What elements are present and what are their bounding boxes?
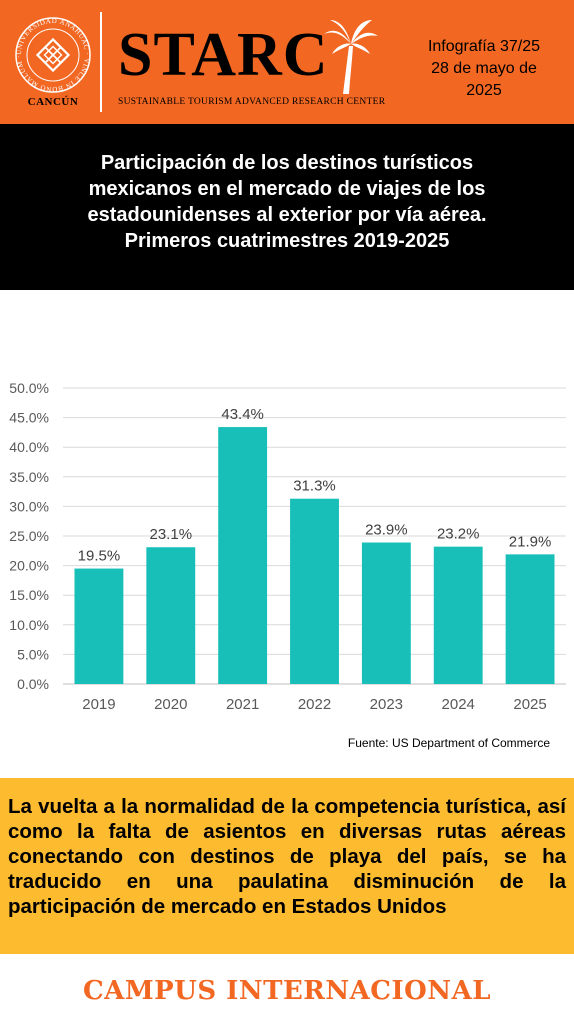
x-tick-label-2025: 2025 <box>513 696 546 713</box>
data-label-2023: 23.9% <box>365 522 408 539</box>
bar-2019 <box>74 568 124 684</box>
header-divider <box>100 12 102 112</box>
data-label-2021: 43.4% <box>221 406 264 423</box>
bar-chart: 0.0% 5.0% 10.0% 15.0% 20.0% 25.0% 30.0% 35.0% 40… <box>9 380 566 713</box>
bar-2020 <box>146 547 196 684</box>
header-band <box>0 0 574 124</box>
source-note: Fuente: US Department of Commerce <box>347 736 550 750</box>
title-line-3: estadounidenses al exterior por vía aére… <box>87 204 487 226</box>
y-tick-label: 5.0% <box>17 646 49 662</box>
y-tick-label: 35.0% <box>9 469 49 485</box>
infographic-date-line2: 2025 <box>466 82 502 99</box>
y-tick-label: 40.0% <box>9 439 49 455</box>
campus-label: CAMPUS INTERNACIONAL <box>82 976 492 1006</box>
y-tick-label: 25.0% <box>9 528 49 544</box>
data-label-2020: 23.1% <box>150 526 193 543</box>
infographic-info: Infografía 37/25 28 de mayo de 2025 <box>398 36 570 102</box>
y-tick-label: 20.0% <box>9 558 49 574</box>
data-label-2025: 21.9% <box>509 533 552 550</box>
data-label-2024: 23.2% <box>437 526 480 543</box>
x-tick-label-2024: 2024 <box>442 696 475 713</box>
bar-2024 <box>433 546 483 684</box>
infographic-number: Infografía 37/25 <box>427 38 541 55</box>
x-tick-label-2022: 2022 <box>298 696 331 713</box>
y-tick-label: 45.0% <box>9 410 49 426</box>
x-tick-label-2019: 2019 <box>82 696 115 713</box>
message-band <box>0 778 574 954</box>
title-line-2: mexicanos en el mercado de viajes de los <box>88 178 486 200</box>
x-tick-label-2023: 2023 <box>370 696 403 713</box>
title-line-1: Participación de los destinos turísticos <box>100 152 474 174</box>
y-tick-label: 0.0% <box>17 676 49 692</box>
message-text: La vuelta a la normalidad de la competen… <box>8 795 566 918</box>
x-tick-label-2020: 2020 <box>154 696 187 713</box>
x-tick-label-2021: 2021 <box>226 696 259 713</box>
y-tick-label: 15.0% <box>9 587 49 603</box>
bar-2022 <box>290 498 339 684</box>
y-tick-label: 50.0% <box>9 380 49 396</box>
title-line-4: Primeros cuatrimestres 2019-2025 <box>124 230 450 252</box>
starc-subtitle: SUSTAINABLE TOURISM ADVANCED RESEARCH CE… <box>118 97 386 107</box>
data-label-2019: 19.5% <box>78 548 121 565</box>
university-caption: CANCÚN <box>27 96 79 108</box>
palm-tree-icon <box>324 20 378 94</box>
infographic-title: Participación de los destinos turísticos… <box>20 150 554 254</box>
bar-2025 <box>505 554 555 684</box>
starc-wordmark: STARC <box>118 21 329 89</box>
infographic-date-line1: 28 de mayo de <box>431 60 537 77</box>
y-tick-label: 10.0% <box>9 617 49 633</box>
data-label-2022: 31.3% <box>293 478 336 495</box>
university-seal-icon: UNIVERSIDAD ANÁHUAC · VINCE IN BONO MALU… <box>15 17 91 93</box>
bar-2023 <box>361 542 411 684</box>
y-tick-label: 30.0% <box>9 498 49 514</box>
bar-2021 <box>218 427 268 684</box>
title-band <box>0 124 574 290</box>
